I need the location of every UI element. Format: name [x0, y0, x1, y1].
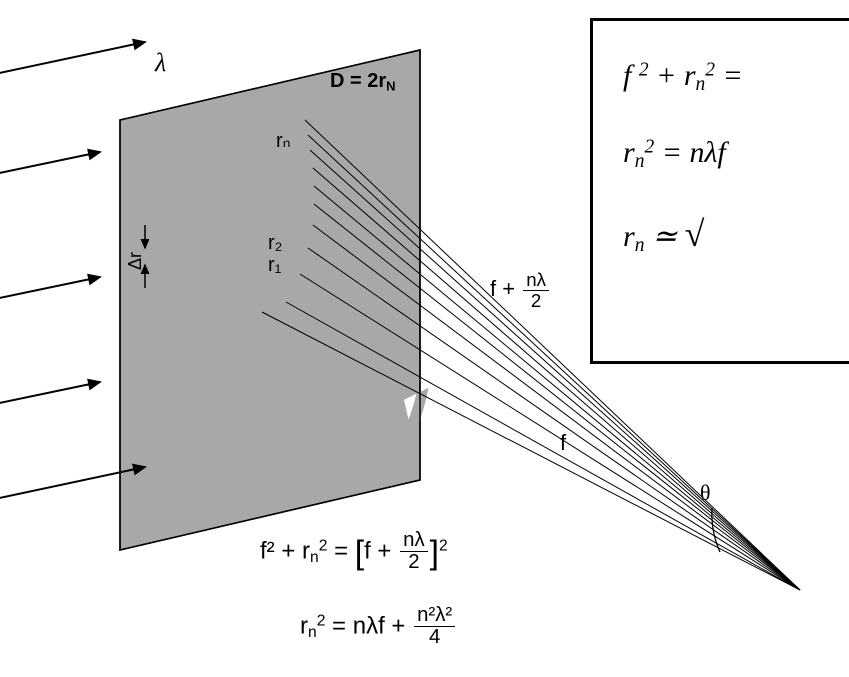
eq-box-line1: f 2 + rn2 = [623, 59, 849, 96]
equation-box: f 2 + rn2 = rn2 = nλf rn ≃ √ [590, 18, 849, 364]
eq1: f² + rn2 = [f + nλ2]2 [260, 530, 448, 574]
delta-r-label: Δr [125, 252, 146, 270]
theta-label: θ [700, 480, 711, 506]
eq-box-line3: rn ≃ √ [623, 213, 849, 257]
zone-plate-frame [120, 50, 420, 550]
r1-label: r₁ [268, 254, 281, 277]
eq2: rn2 = nλf + n²λ²4 [300, 605, 457, 649]
r2-label: r₂ [268, 232, 282, 255]
D-label: D = 2rN [330, 70, 396, 93]
eq-box-line2: rn2 = nλf [623, 136, 849, 173]
lambda-label: λ [155, 48, 166, 78]
rn-label: rₙ [276, 128, 291, 153]
f-plus-nlambda-label: f + nλ2 [490, 270, 551, 310]
f-label: f [560, 430, 566, 456]
